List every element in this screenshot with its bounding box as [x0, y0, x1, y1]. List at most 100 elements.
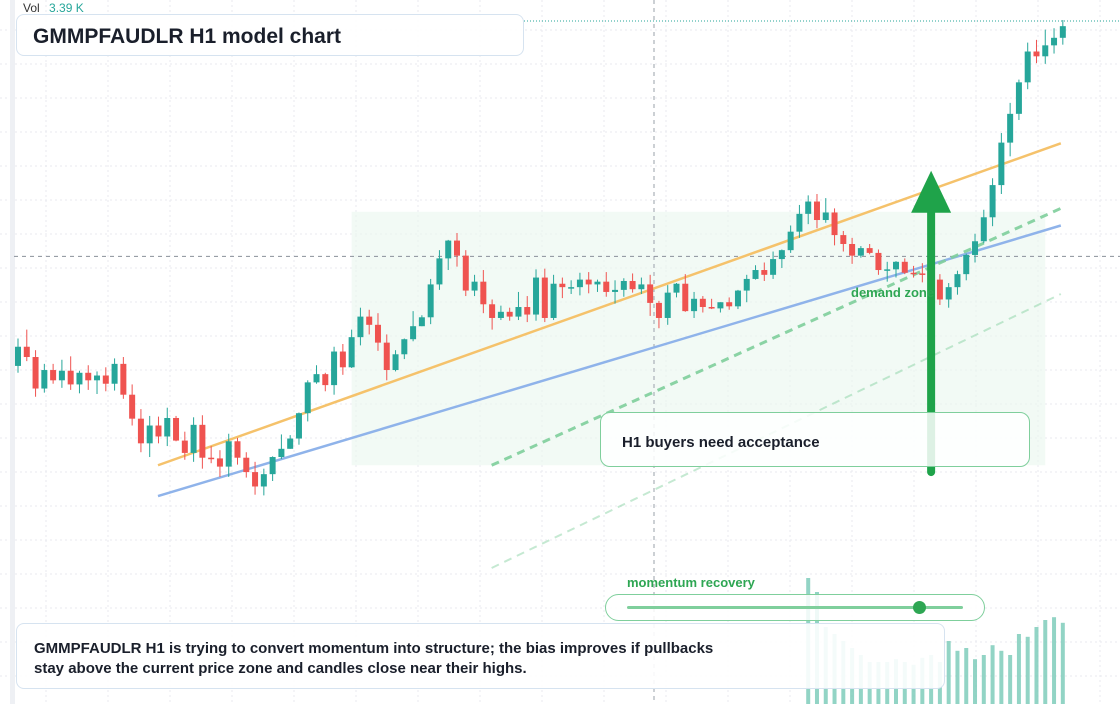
crosshair [14, 0, 1120, 704]
candle-body [164, 417, 171, 437]
candle [445, 239, 452, 271]
candle [901, 258, 908, 275]
candle-body [32, 357, 39, 389]
candle [102, 367, 109, 392]
candle-body [1033, 51, 1040, 57]
candle-body [515, 307, 522, 317]
candle-body [910, 272, 917, 275]
candle-body [972, 241, 979, 255]
candle-body [181, 440, 188, 453]
candle-body [366, 316, 373, 325]
candle-body [146, 425, 153, 444]
momentum-thumb[interactable] [913, 601, 927, 614]
candle [489, 299, 496, 330]
candle [41, 363, 48, 393]
candle-body [208, 457, 215, 460]
candle-body [813, 201, 820, 221]
candle-body [278, 448, 285, 458]
candle [655, 300, 662, 329]
candle-body [120, 363, 127, 395]
candle-body [418, 317, 425, 327]
candle [331, 346, 338, 395]
candle-body [541, 277, 548, 318]
candle [1007, 102, 1014, 157]
candle-body [857, 248, 864, 256]
candle-body [620, 280, 627, 290]
candle [374, 313, 381, 351]
candle-body [260, 474, 267, 487]
candle-body [374, 324, 381, 343]
candle [32, 350, 39, 397]
candle-body [664, 292, 671, 318]
candle [269, 456, 276, 482]
candle [313, 365, 320, 384]
candle-body [322, 374, 329, 386]
candle [936, 274, 943, 305]
candle [190, 417, 197, 462]
candle-body [102, 375, 109, 384]
candle-body [506, 311, 513, 317]
candle-body [50, 370, 57, 381]
candle [67, 356, 74, 390]
volume-bar [1025, 636, 1030, 704]
candle [295, 412, 302, 445]
candle [462, 250, 469, 297]
candle [85, 365, 92, 390]
momentum-slider[interactable] [605, 594, 985, 621]
candle-body [576, 279, 583, 288]
candle-body [761, 270, 768, 275]
momentum-track [627, 606, 963, 609]
candle [506, 307, 513, 321]
candle-body [199, 424, 206, 458]
volume-bar [955, 650, 960, 704]
candle-body [568, 287, 575, 289]
candle-body [831, 212, 838, 236]
candle [884, 261, 891, 282]
candle [805, 195, 812, 225]
candle [76, 370, 83, 394]
candle-body [550, 283, 557, 318]
candle [963, 253, 970, 281]
candle-body [383, 342, 390, 371]
vol-value: 3.39 K [49, 1, 84, 15]
candle [497, 305, 504, 321]
candle-body [497, 311, 504, 318]
candle [691, 291, 698, 318]
candle-body [1007, 113, 1014, 143]
candle-body [603, 281, 610, 292]
candle [216, 450, 223, 477]
candle [278, 434, 285, 460]
candle [173, 415, 180, 442]
candle [252, 461, 259, 495]
candle [664, 285, 671, 325]
candle [620, 278, 627, 297]
candle [726, 297, 733, 310]
candle [287, 435, 294, 449]
candle [945, 283, 952, 308]
candle-body [638, 284, 645, 290]
demand-arrow-head [911, 170, 952, 213]
candle-body [717, 302, 724, 309]
candle [357, 307, 364, 346]
candle [638, 277, 645, 294]
candle [743, 274, 750, 303]
candle-body [770, 259, 777, 275]
volume-bar [946, 641, 951, 704]
candle [840, 230, 847, 252]
demand-zone-label: demand zone [851, 285, 935, 300]
candle [58, 359, 65, 388]
candle-body [559, 283, 566, 288]
candle-body [734, 290, 741, 307]
caption-box: GMMPFAUDLR H1 is trying to convert momen… [16, 623, 945, 689]
candle-body [427, 284, 434, 318]
candle-body [884, 269, 891, 271]
candle [339, 344, 346, 375]
candle [129, 384, 136, 426]
candle [524, 296, 531, 323]
candle [146, 415, 153, 458]
volume-bar [999, 650, 1004, 704]
volume-bar [1034, 627, 1039, 704]
candle [418, 315, 425, 327]
candle [137, 409, 144, 453]
candle-body [225, 441, 232, 467]
